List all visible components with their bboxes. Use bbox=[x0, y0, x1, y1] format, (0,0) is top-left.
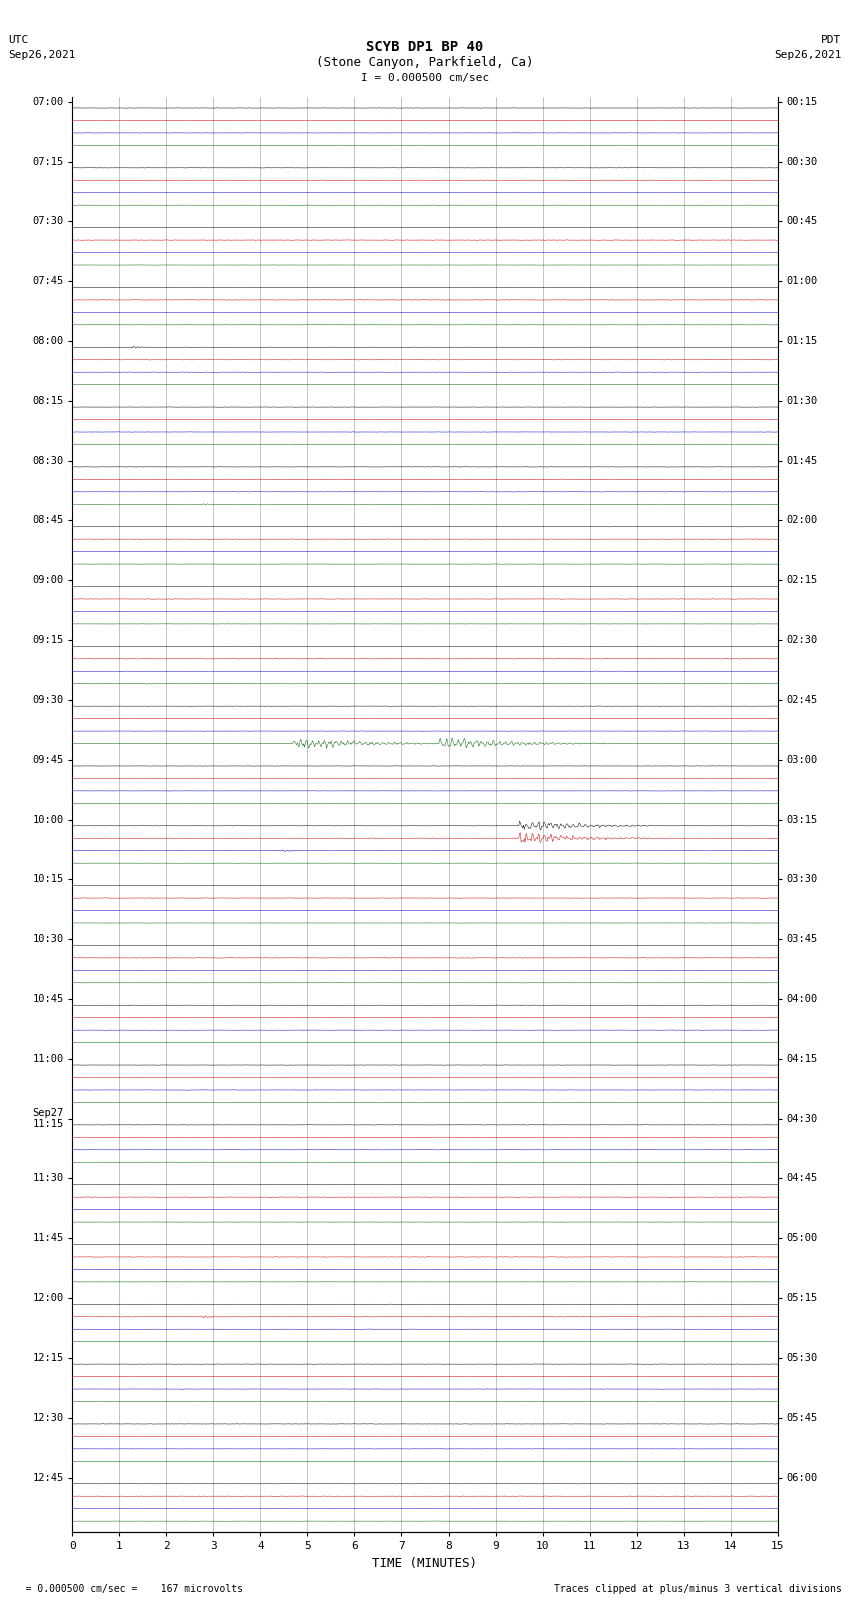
X-axis label: TIME (MINUTES): TIME (MINUTES) bbox=[372, 1557, 478, 1569]
Text: Sep26,2021: Sep26,2021 bbox=[8, 50, 76, 60]
Text: UTC: UTC bbox=[8, 35, 29, 45]
Text: Traces clipped at plus/minus 3 vertical divisions: Traces clipped at plus/minus 3 vertical … bbox=[553, 1584, 842, 1594]
Text: Sep26,2021: Sep26,2021 bbox=[774, 50, 842, 60]
Text: (Stone Canyon, Parkfield, Ca): (Stone Canyon, Parkfield, Ca) bbox=[316, 56, 534, 69]
Text: = 0.000500 cm/sec =    167 microvolts: = 0.000500 cm/sec = 167 microvolts bbox=[8, 1584, 243, 1594]
Text: SCYB DP1 BP 40: SCYB DP1 BP 40 bbox=[366, 40, 484, 55]
Text: PDT: PDT bbox=[821, 35, 842, 45]
Text: I = 0.000500 cm/sec: I = 0.000500 cm/sec bbox=[361, 73, 489, 82]
